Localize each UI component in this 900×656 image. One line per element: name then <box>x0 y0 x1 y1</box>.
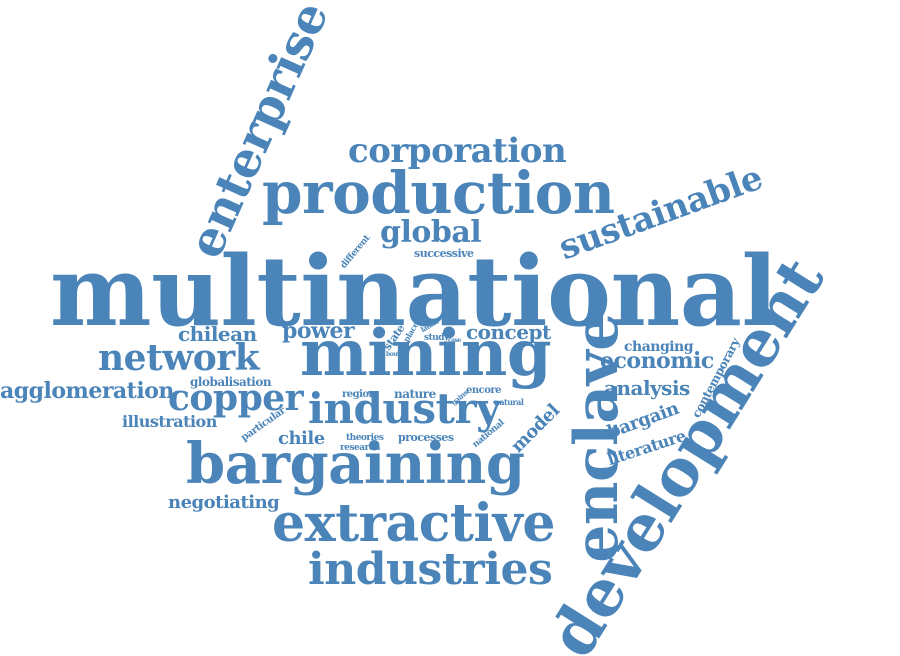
word-extractive: extractive <box>272 493 555 554</box>
word-theories: theories <box>346 433 384 443</box>
word-study: study <box>424 333 449 343</box>
word-bargaining: bargaining <box>186 431 525 497</box>
word-mining: mining <box>300 316 552 391</box>
word-case: case <box>448 337 461 344</box>
word-chilean: chilean <box>178 322 257 346</box>
word-power: power <box>282 318 355 344</box>
word-analysis: analysis <box>604 376 690 400</box>
word-production: production <box>262 159 615 227</box>
word-research: research <box>340 443 380 453</box>
word-concept: concept <box>466 320 551 344</box>
word-agglomeration: agglomeration <box>0 378 174 404</box>
word-processes: processes <box>398 431 454 444</box>
word-corporation: corporation <box>348 131 567 171</box>
word-bout: bout <box>386 351 400 358</box>
word-encore: encore <box>466 385 502 396</box>
word-nature: nature <box>394 387 436 401</box>
word-model: model <box>506 400 564 458</box>
word-economic: economic <box>600 348 714 374</box>
word-copper: copper <box>168 377 304 419</box>
word-successive: successive <box>414 247 474 260</box>
word-changing: changing <box>624 339 694 355</box>
word-chile: chile <box>278 428 325 449</box>
word-globalisation: globalisation <box>190 375 272 389</box>
word-multinational: multinational <box>50 235 778 348</box>
word-industry: industry <box>308 384 500 433</box>
word-region: region <box>342 389 376 400</box>
word-network: network <box>98 337 260 379</box>
word-global: global <box>380 215 482 250</box>
word-natural: natural <box>494 397 524 407</box>
word-illustration: illustration <box>122 412 217 431</box>
word-negotiating: negotiating <box>168 492 280 513</box>
word-industries: industries <box>308 544 553 595</box>
